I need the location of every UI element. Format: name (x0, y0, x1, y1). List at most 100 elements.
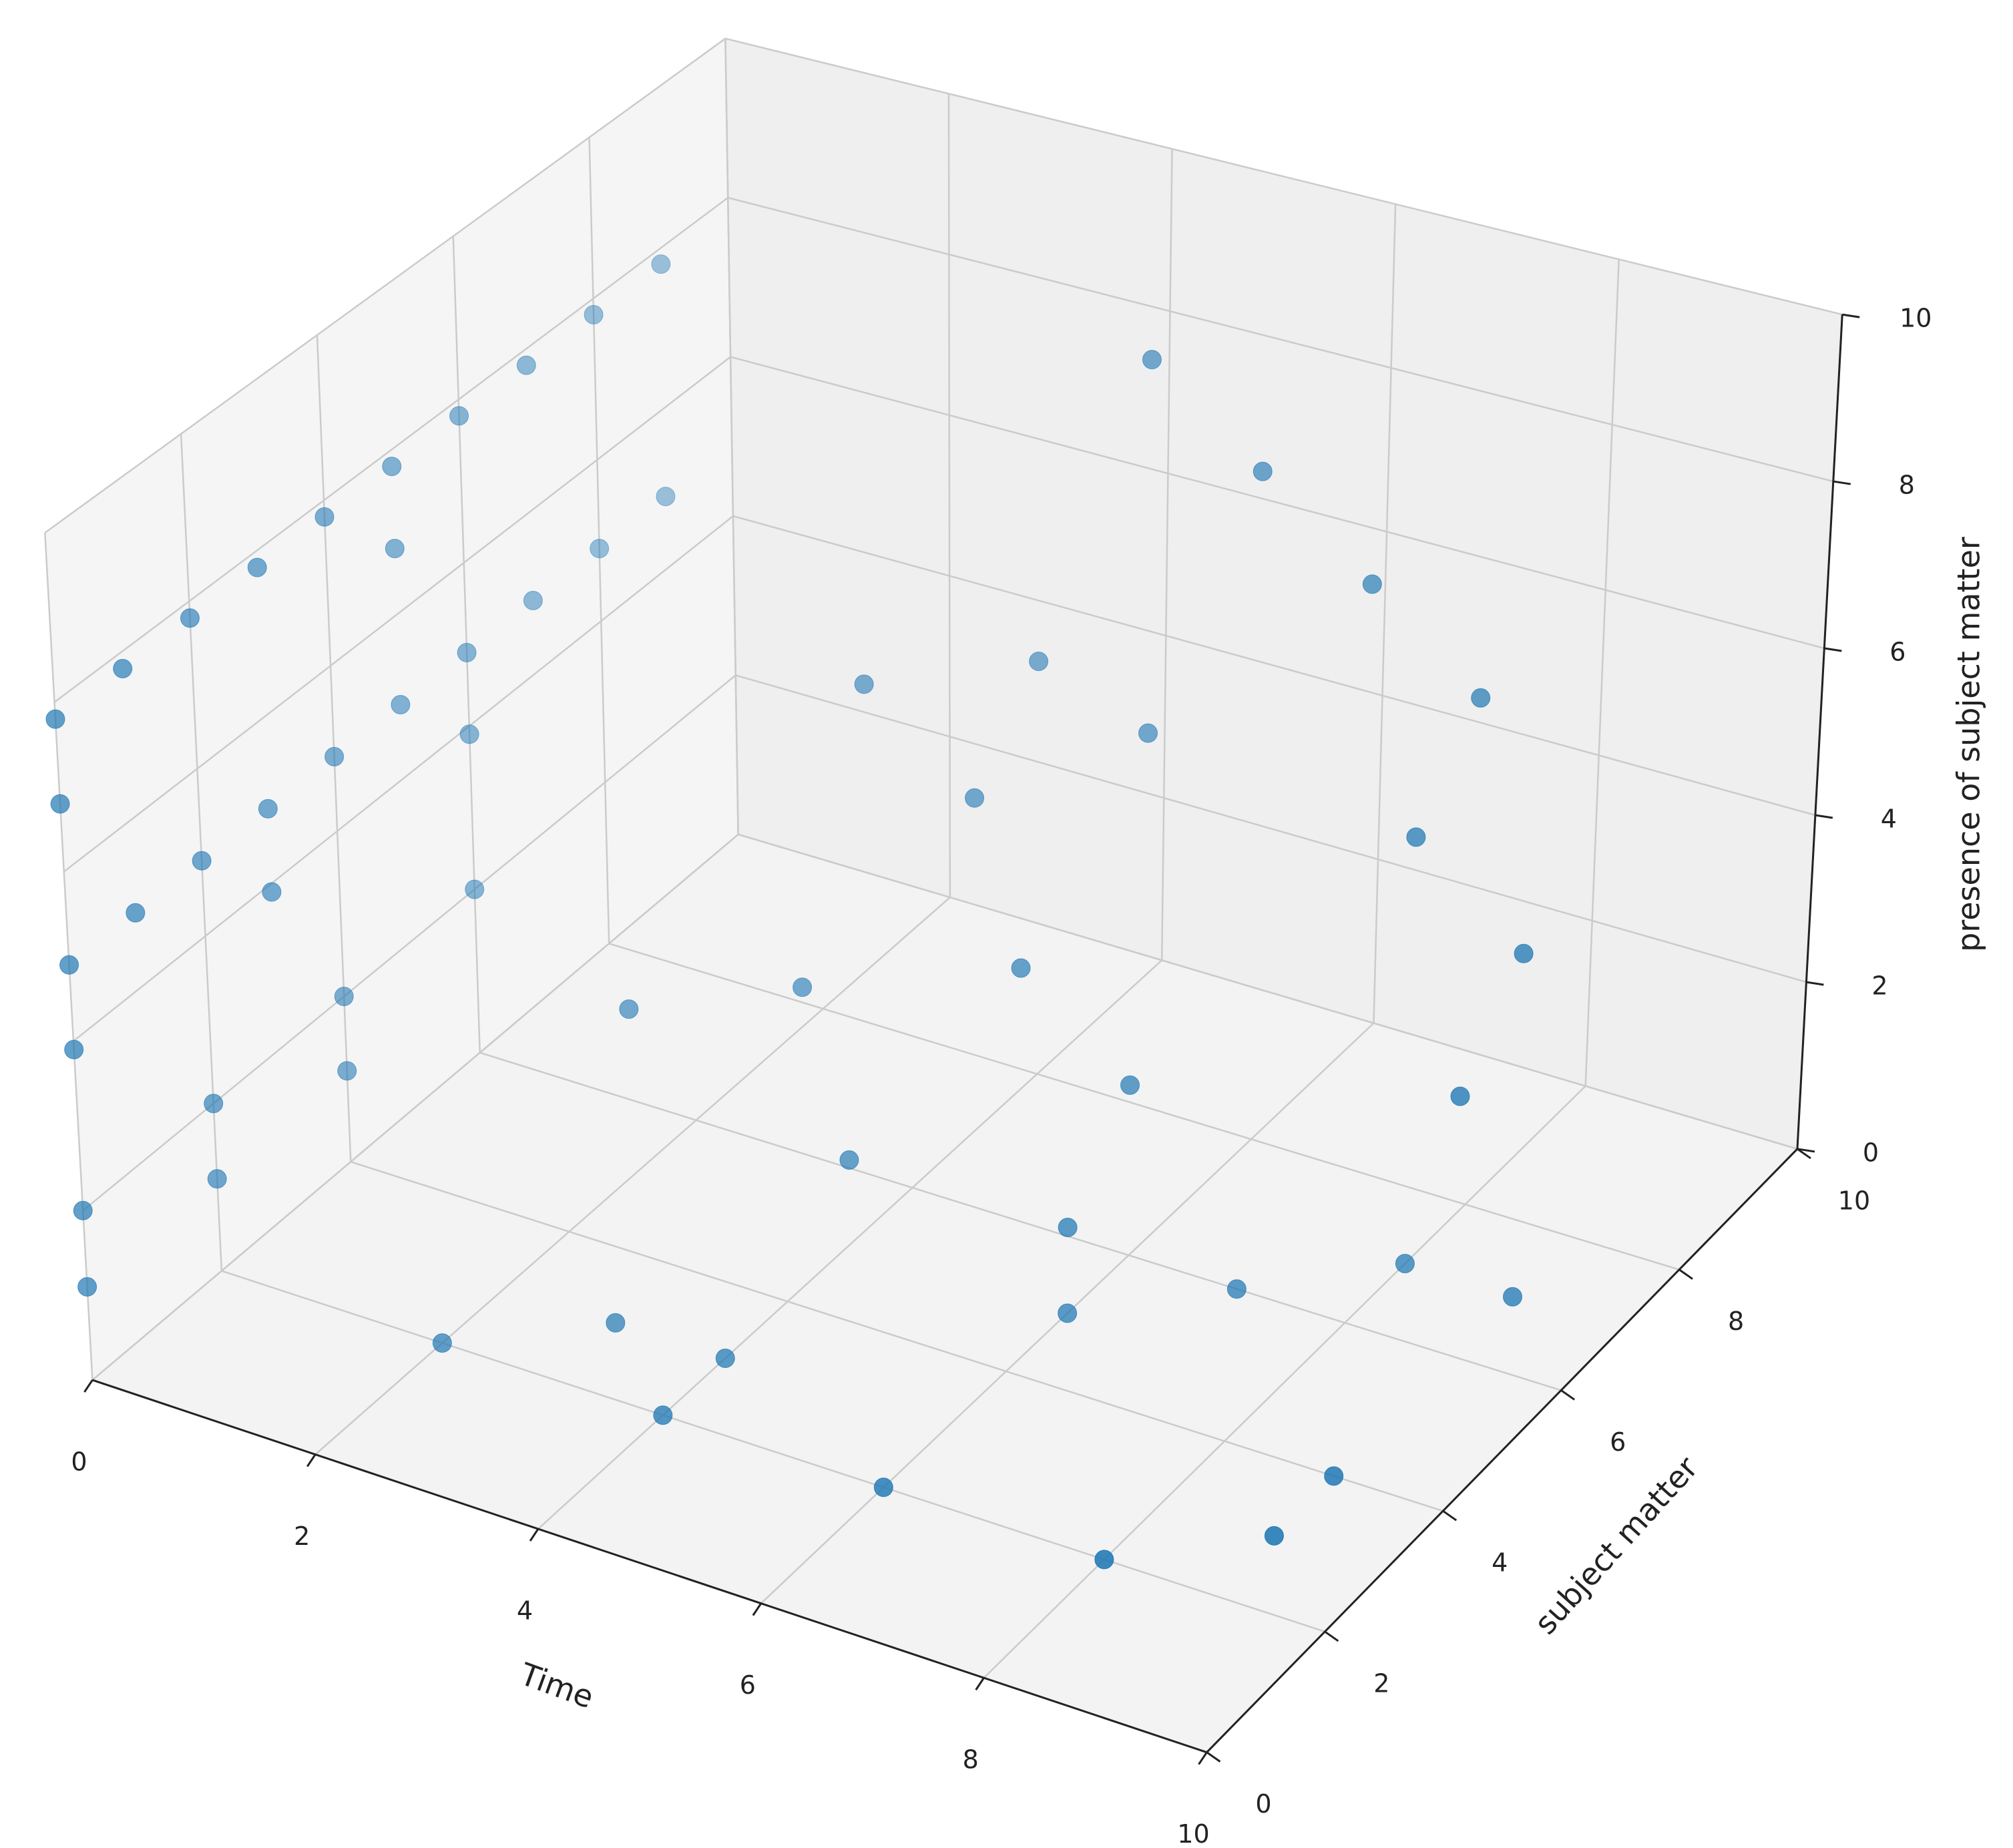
x-tick (975, 1677, 985, 1690)
point (793, 977, 813, 997)
z-axis-label: presence of subject matter (1951, 537, 1987, 952)
y-tick-label: 2 (1373, 1668, 1389, 1698)
point (77, 1277, 97, 1297)
point (656, 487, 676, 507)
point (516, 355, 536, 375)
point (180, 608, 200, 628)
point (1362, 574, 1382, 594)
x-tick (529, 1528, 539, 1542)
point (324, 746, 345, 766)
y-tick (1442, 1510, 1458, 1522)
point (1058, 1218, 1078, 1238)
y-tick-label: 10 (1838, 1186, 1870, 1215)
grid-line (727, 196, 1834, 483)
x-tick (306, 1453, 316, 1467)
grid-line (82, 674, 736, 1212)
point (1471, 688, 1491, 708)
z-tick (1797, 1148, 1815, 1153)
point (1094, 1550, 1114, 1570)
grid-line (44, 37, 726, 533)
point (606, 1313, 626, 1333)
point (204, 1094, 224, 1114)
point (73, 1200, 93, 1220)
grid-line (479, 1052, 1562, 1391)
point (590, 539, 610, 559)
point (1514, 943, 1534, 963)
point (45, 709, 65, 729)
point (1011, 958, 1031, 978)
point (1138, 723, 1158, 743)
grid-line (735, 674, 1807, 983)
point (1029, 652, 1049, 672)
point (965, 788, 985, 808)
grid-line (53, 197, 728, 703)
point (1226, 1279, 1247, 1299)
grid-line (983, 1085, 1586, 1679)
point (391, 694, 411, 714)
x-tick-label: 0 (71, 1447, 87, 1477)
point (247, 557, 267, 578)
axes: 0 2 4 6 8 10 0 2 4 6 8 10 0 2 4 6 8 10 (71, 304, 1932, 1848)
y-tick (1797, 1148, 1811, 1160)
y-axis-line (1206, 1148, 1799, 1753)
point (1264, 1526, 1284, 1546)
point (1450, 1086, 1470, 1106)
grid-line (63, 356, 731, 873)
x-tick (83, 1379, 93, 1393)
point (465, 879, 485, 899)
point (449, 406, 469, 426)
grid-line (1373, 204, 1397, 1023)
point (59, 955, 79, 975)
y-tick (1560, 1389, 1576, 1401)
grid-line (1584, 259, 1620, 1086)
grid-line (1160, 149, 1173, 961)
y-tick (1679, 1268, 1693, 1280)
y-tick (1324, 1630, 1339, 1642)
point (314, 507, 334, 527)
y-tick-label: 4 (1492, 1548, 1508, 1578)
point (1395, 1254, 1415, 1274)
point (126, 903, 146, 923)
point (651, 254, 671, 274)
point (457, 642, 477, 662)
point (839, 1150, 859, 1170)
point (854, 674, 874, 694)
x-tick-label: 2 (294, 1522, 310, 1551)
point (432, 1333, 452, 1353)
point (1058, 1303, 1078, 1323)
point (1120, 1075, 1140, 1095)
point (382, 457, 402, 477)
grid-line (350, 1160, 1443, 1512)
point (459, 724, 479, 744)
point (385, 539, 405, 559)
point (207, 1169, 227, 1189)
point (334, 987, 354, 1007)
y-tick-label: 6 (1610, 1427, 1626, 1457)
grid-line (725, 37, 1843, 316)
x-axis-label: Time (515, 1656, 598, 1716)
point (262, 882, 282, 902)
z-tick (1806, 981, 1824, 986)
grid-line (588, 137, 610, 944)
x-tick-label: 8 (963, 1745, 979, 1775)
z-tick-label: 2 (1871, 971, 1887, 1000)
point (1324, 1466, 1344, 1486)
x-tick (752, 1602, 762, 1616)
grid-line (221, 1270, 1325, 1633)
grid-line (537, 959, 1163, 1530)
z-tick-label: 0 (1863, 1138, 1879, 1167)
y-tick (1206, 1751, 1221, 1763)
point (64, 1040, 84, 1060)
x-tick-label: 6 (740, 1670, 756, 1700)
point (715, 1349, 735, 1369)
points (45, 254, 1534, 1570)
point (653, 1405, 673, 1425)
z-tick-label: 6 (1889, 638, 1906, 667)
point (113, 658, 133, 678)
point (192, 851, 212, 871)
grid-line (314, 897, 951, 1455)
y-axis-label: subject matter (1527, 1449, 1705, 1641)
point (1406, 827, 1426, 847)
point (523, 591, 543, 611)
